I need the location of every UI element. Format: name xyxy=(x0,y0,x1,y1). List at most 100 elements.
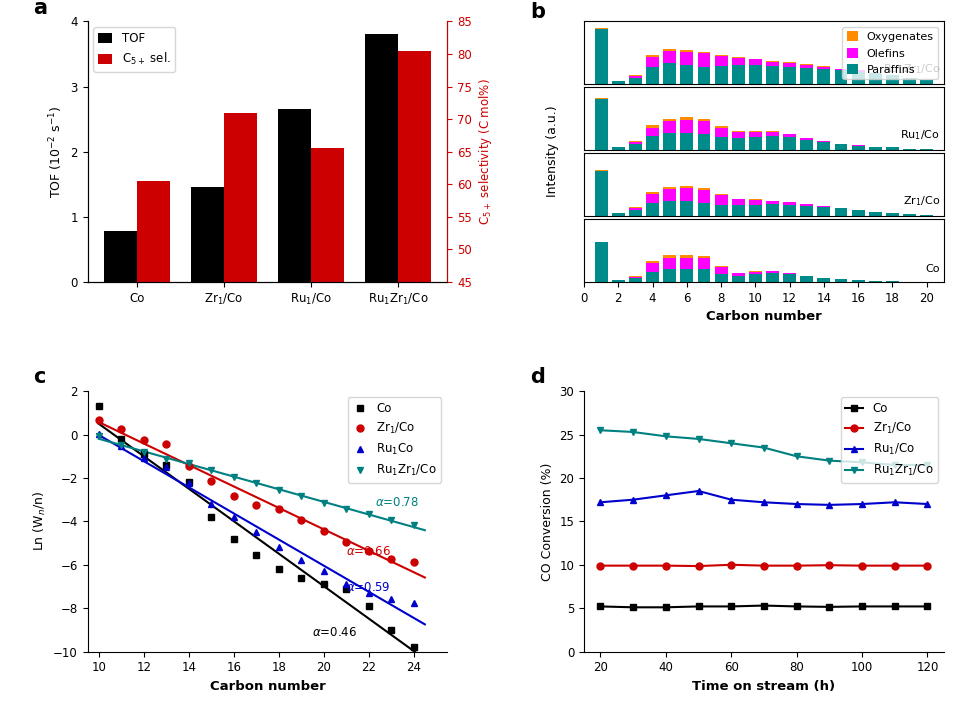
Ru$_1$Zr$_1$/Co xyxy=(183,459,195,468)
Ru$_1$Zr$_1$/Co xyxy=(595,426,606,435)
Bar xyxy=(869,281,882,282)
Text: d: d xyxy=(530,367,545,387)
Zr$_1$/Co xyxy=(93,416,105,425)
Bar xyxy=(801,138,813,140)
Zr$_1$/Co xyxy=(408,557,419,566)
Zr$_1$/Co xyxy=(660,561,671,570)
Bar xyxy=(664,64,676,84)
Text: Ru$_1$Zr$_1$/Co: Ru$_1$Zr$_1$/Co xyxy=(883,62,940,77)
Ru$_1$Co xyxy=(183,478,195,487)
Y-axis label: TOF (10$^{-2}$ s$^{-1}$): TOF (10$^{-2}$ s$^{-1}$) xyxy=(48,105,65,198)
Bar xyxy=(698,188,710,190)
Co xyxy=(408,643,419,652)
Bar xyxy=(224,112,257,575)
Ru$_1$Co xyxy=(318,566,330,575)
Text: Intensity (a.u.): Intensity (a.u.) xyxy=(547,106,559,198)
Bar xyxy=(851,211,865,216)
Ru$_1$Co xyxy=(250,528,262,536)
Ru$_1$Zr$_1$/Co xyxy=(296,492,307,500)
Bar xyxy=(817,207,830,216)
Bar xyxy=(646,203,659,216)
X-axis label: Carbon number: Carbon number xyxy=(706,310,822,323)
Bar xyxy=(783,67,796,84)
Zr$_1$/Co xyxy=(183,462,195,470)
Ru$_1$Co xyxy=(385,595,397,604)
Bar xyxy=(851,70,865,72)
Bar xyxy=(817,69,830,84)
Ru$_1$Zr$_1$/Co xyxy=(856,458,868,467)
Zr$_1$/Co xyxy=(758,561,770,570)
Bar xyxy=(680,188,693,201)
Bar xyxy=(817,278,830,282)
Bar xyxy=(715,267,728,274)
Bar xyxy=(680,201,693,216)
Bar xyxy=(629,76,642,78)
Ru$_1$/Co xyxy=(726,495,738,504)
Bar xyxy=(903,214,916,216)
Bar xyxy=(766,135,779,150)
Bar xyxy=(680,50,693,52)
Co xyxy=(205,513,217,521)
Co xyxy=(385,626,397,634)
Bar xyxy=(851,145,865,150)
Zr$_1$/Co xyxy=(296,516,307,525)
Bar xyxy=(715,195,728,205)
Bar xyxy=(646,272,659,282)
Ru$_1$Co xyxy=(272,543,284,551)
Zr$_1$/Co xyxy=(856,561,868,570)
Ru$_1$/Co xyxy=(693,487,704,495)
Bar xyxy=(629,208,642,210)
Bar xyxy=(783,273,796,274)
Co xyxy=(341,584,352,593)
Bar xyxy=(680,269,693,282)
Bar xyxy=(646,194,659,203)
Bar xyxy=(715,127,728,137)
Ru$_1$Zr$_1$/Co xyxy=(272,485,284,494)
Text: $\alpha$=0.78: $\alpha$=0.78 xyxy=(376,496,419,509)
Co xyxy=(693,602,704,611)
Bar xyxy=(903,149,916,150)
Ru$_1$/Co xyxy=(889,498,901,507)
Bar xyxy=(698,121,710,134)
Co xyxy=(116,435,127,443)
Bar xyxy=(801,64,813,68)
Bar xyxy=(835,69,847,70)
Bar xyxy=(732,132,744,138)
Bar xyxy=(664,119,676,122)
Bar xyxy=(783,63,796,67)
Ru$_1$Co xyxy=(363,589,375,597)
Bar xyxy=(595,28,607,29)
Co xyxy=(595,602,606,611)
Text: Co: Co xyxy=(925,264,940,274)
Ru$_1$Zr$_1$/Co xyxy=(693,435,704,443)
Bar xyxy=(869,147,882,150)
Ru$_1$Co xyxy=(138,454,150,463)
Legend: Co, Zr$_1$/Co, Ru$_1$Co, Ru$_1$Zr$_1$/Co: Co, Zr$_1$/Co, Ru$_1$Co, Ru$_1$Zr$_1$/Co xyxy=(347,397,442,483)
Text: a: a xyxy=(34,0,48,18)
Bar xyxy=(715,205,728,216)
Bar xyxy=(646,55,659,57)
Bar xyxy=(715,66,728,84)
Ru$_1$Zr$_1$/Co xyxy=(228,473,239,481)
Bar xyxy=(680,52,693,65)
Legend: Oxygenates, Olefins, Paraffins: Oxygenates, Olefins, Paraffins xyxy=(843,27,938,79)
Text: $\alpha$=0.66: $\alpha$=0.66 xyxy=(346,545,391,558)
Zr$_1$/Co xyxy=(138,436,150,445)
Bar xyxy=(664,269,676,282)
Bar xyxy=(749,59,762,64)
Ru$_1$Zr$_1$/Co xyxy=(758,443,770,452)
Bar xyxy=(398,51,431,575)
Bar xyxy=(817,141,830,142)
Bar xyxy=(698,53,710,67)
Text: c: c xyxy=(34,367,46,387)
Co xyxy=(138,450,150,458)
Bar xyxy=(920,80,933,84)
Ru$_1$Zr$_1$/Co xyxy=(408,521,419,529)
Bar xyxy=(698,258,710,269)
Zr$_1$/Co xyxy=(205,477,217,485)
Ru$_1$Zr$_1$/Co xyxy=(161,455,172,463)
Bar xyxy=(104,231,137,282)
Text: Ru$_1$/Co: Ru$_1$/Co xyxy=(900,129,940,142)
Ru$_1$/Co xyxy=(791,500,803,508)
Ru$_1$Co xyxy=(161,463,172,471)
